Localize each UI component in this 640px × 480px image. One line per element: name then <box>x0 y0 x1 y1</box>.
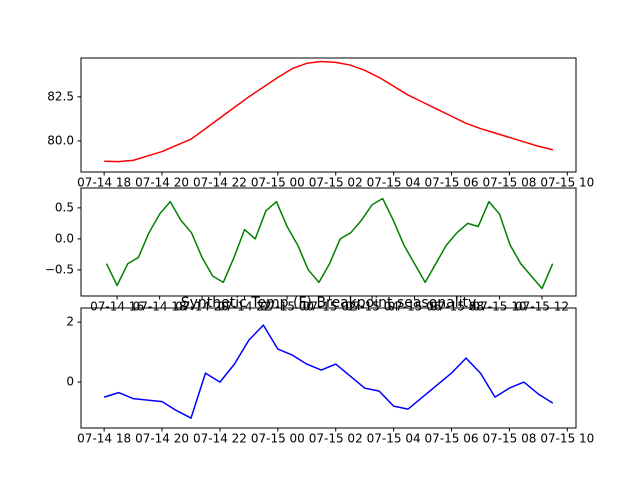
axes-frame <box>80 57 577 173</box>
x-tick-label: 07-15 10 <box>473 300 527 314</box>
x-tick-label: 07-15 00 <box>251 176 305 190</box>
x-tick-label: 07-14 20 <box>135 176 189 190</box>
x-tick-label: 07-15 02 <box>309 432 363 446</box>
y-tick-label: 0 <box>66 375 74 389</box>
x-tick-label: 07-15 00 <box>251 432 305 446</box>
x-tick-label: 07-14 18 <box>77 432 131 446</box>
x-tick-label: 07-14 20 <box>175 300 229 314</box>
data-line <box>103 324 554 419</box>
data-line <box>105 197 554 290</box>
x-tick-label: 07-14 22 <box>218 300 272 314</box>
x-tick-label: 07-15 10 <box>540 176 594 190</box>
x-tick-label: 07-15 02 <box>303 300 357 314</box>
x-tick-label: 07-14 18 <box>77 176 131 190</box>
x-tick-label: 07-15 04 <box>367 432 421 446</box>
x-tick-label: 07-14 22 <box>193 176 247 190</box>
x-tick-label: 07-15 08 <box>482 176 536 190</box>
x-tick-label: 07-15 08 <box>482 432 536 446</box>
x-tick-label: 07-15 06 <box>388 300 442 314</box>
data-line <box>104 60 554 163</box>
y-tick-label: 0.5 <box>55 200 74 214</box>
axes-frame <box>80 187 577 297</box>
x-tick-label: 07-15 04 <box>345 300 399 314</box>
x-tick-label: 07-15 02 <box>309 176 363 190</box>
x-tick-label: 07-14 16 <box>90 300 144 314</box>
y-tick-label: 0.0 <box>55 231 74 245</box>
x-tick-label: 07-14 20 <box>135 432 189 446</box>
x-tick-label: 07-15 08 <box>430 300 484 314</box>
chart-title: Synthetic Temp (F) Breakpoint seasonalit… <box>181 295 477 311</box>
y-tick-label: 80.0 <box>47 133 74 147</box>
x-tick-label: 07-14 22 <box>193 432 247 446</box>
x-tick-label: 07-15 10 <box>540 432 594 446</box>
y-tick-label: 2 <box>66 315 74 329</box>
x-tick-label: 07-15 06 <box>425 176 479 190</box>
x-tick-label: 07-15 12 <box>515 300 569 314</box>
x-tick-label: 07-14 18 <box>133 300 187 314</box>
y-tick-label: −0.5 <box>45 262 74 276</box>
y-tick-label: 82.5 <box>47 89 74 103</box>
x-tick-label: 07-15 00 <box>260 300 314 314</box>
axes-frame <box>80 307 577 429</box>
x-tick-label: 07-15 06 <box>425 432 479 446</box>
x-tick-label: 07-15 04 <box>367 176 421 190</box>
